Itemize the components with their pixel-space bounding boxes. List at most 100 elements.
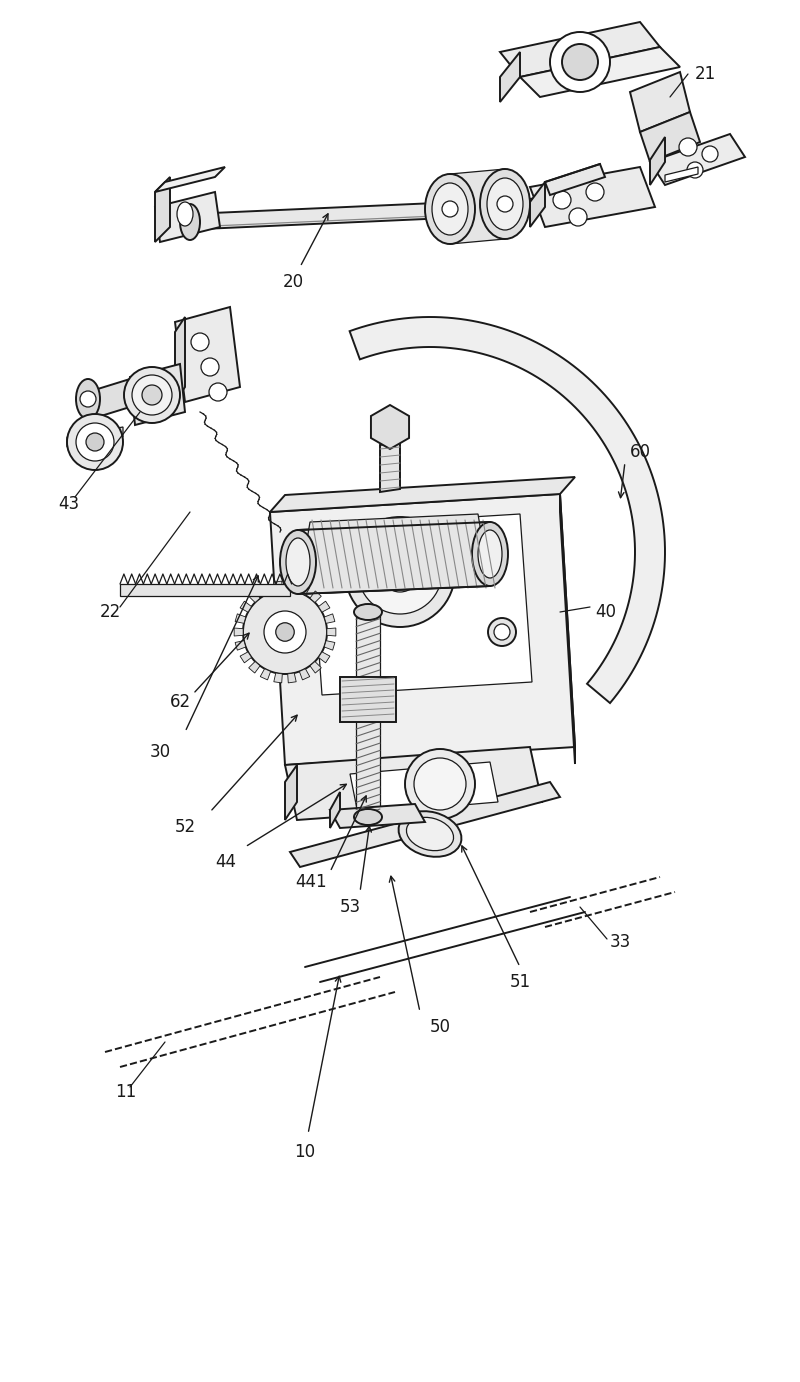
Text: 22: 22 [100,603,122,621]
Circle shape [124,368,180,423]
Circle shape [569,209,587,227]
Text: 441: 441 [295,873,326,891]
Ellipse shape [180,205,200,240]
Polygon shape [356,612,380,817]
Polygon shape [324,641,335,650]
Polygon shape [350,761,498,814]
Text: 33: 33 [610,933,631,951]
Circle shape [201,358,219,376]
Polygon shape [240,652,251,663]
Polygon shape [155,167,225,192]
Circle shape [67,415,123,470]
Ellipse shape [472,522,508,586]
Polygon shape [530,182,545,227]
Polygon shape [234,627,243,636]
Ellipse shape [478,531,502,578]
Polygon shape [260,669,270,680]
Polygon shape [299,669,310,680]
Polygon shape [500,53,520,102]
Polygon shape [650,134,745,185]
Polygon shape [640,112,700,162]
Ellipse shape [487,178,523,229]
Circle shape [358,531,442,614]
Polygon shape [130,363,185,426]
Polygon shape [318,652,330,663]
Text: 44: 44 [215,853,236,871]
Ellipse shape [286,538,310,586]
Circle shape [488,618,516,645]
Polygon shape [285,748,542,820]
Polygon shape [520,47,680,97]
Polygon shape [260,585,270,596]
Polygon shape [270,477,575,511]
Polygon shape [235,614,246,623]
Polygon shape [88,379,130,420]
Circle shape [132,375,172,415]
Polygon shape [120,585,290,596]
Polygon shape [67,427,123,446]
Circle shape [702,146,718,162]
Ellipse shape [480,169,530,239]
Polygon shape [327,627,336,636]
Text: 10: 10 [294,1143,315,1161]
Text: 52: 52 [175,818,196,836]
Polygon shape [285,766,297,820]
Circle shape [345,517,455,627]
Polygon shape [371,405,409,449]
Polygon shape [545,164,605,195]
Polygon shape [450,169,505,245]
Polygon shape [665,167,698,182]
Polygon shape [175,307,240,402]
Polygon shape [155,192,220,242]
Ellipse shape [398,811,462,857]
Circle shape [243,590,327,674]
Polygon shape [330,804,425,828]
Text: 60: 60 [630,444,651,462]
Polygon shape [190,198,582,229]
Circle shape [553,191,571,209]
Ellipse shape [354,604,382,621]
Polygon shape [310,591,322,603]
Polygon shape [560,493,575,764]
Polygon shape [249,591,260,603]
Circle shape [679,138,697,156]
Circle shape [142,386,162,405]
Text: 43: 43 [58,495,79,513]
Polygon shape [298,514,490,594]
Text: 11: 11 [115,1083,136,1101]
Ellipse shape [425,174,475,245]
Polygon shape [270,493,575,766]
Polygon shape [530,167,655,227]
Circle shape [497,196,513,211]
Polygon shape [288,580,296,591]
Polygon shape [324,614,335,623]
Polygon shape [290,782,560,867]
Polygon shape [288,673,296,683]
Polygon shape [235,641,246,650]
Circle shape [80,391,96,408]
Circle shape [76,423,114,462]
Ellipse shape [406,817,454,851]
Circle shape [264,611,306,654]
Circle shape [209,383,227,401]
Ellipse shape [177,202,193,227]
Polygon shape [650,137,665,185]
Polygon shape [274,580,282,591]
Ellipse shape [432,182,468,235]
Polygon shape [310,662,322,673]
Polygon shape [330,792,340,828]
Polygon shape [240,601,251,612]
Polygon shape [340,677,396,721]
Polygon shape [299,585,310,596]
Polygon shape [350,316,665,703]
Ellipse shape [354,808,382,825]
Circle shape [276,623,294,641]
Ellipse shape [280,531,316,594]
Circle shape [586,182,604,200]
Circle shape [687,162,703,178]
Polygon shape [155,177,170,242]
Text: 30: 30 [150,744,171,761]
Polygon shape [310,514,532,695]
Circle shape [191,333,209,351]
Circle shape [550,32,610,93]
